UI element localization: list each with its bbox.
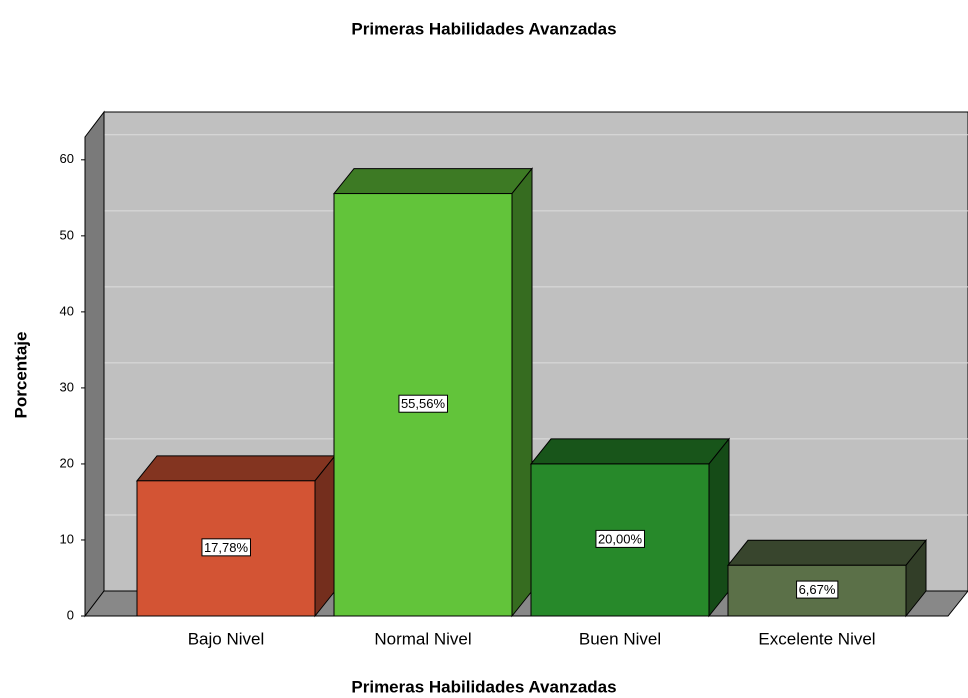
y-tick-label: 40 [60,303,74,318]
bar-top [529,438,731,465]
y-tick-label: 0 [67,607,74,622]
y-tick-label: 50 [60,227,74,242]
y-tick-label: 20 [60,455,74,470]
bar-side [314,454,336,618]
bar-top [332,168,534,195]
data-label: 20,00% [598,531,643,546]
data-label: 55,56% [401,396,446,411]
data-label-box [595,529,645,548]
bar-top [135,455,337,482]
y-axis-title: Porcentaje [11,332,30,419]
bar [727,564,907,617]
x-tick-label: Normal Nivel [374,629,471,648]
x-tick-label: Excelente Nivel [758,629,875,648]
left-wall [84,110,105,618]
chart-title: Primeras Habilidades Avanzadas [351,19,616,38]
data-label-box [796,580,839,599]
bar-side [511,167,533,618]
y-tick-label: 60 [60,151,74,166]
bar-top [726,539,928,566]
x-tick-label: Bajo Nivel [188,629,265,648]
x-axis-title: Primeras Habilidades Avanzadas [351,677,616,696]
y-tick-label: 30 [60,379,74,394]
x-tick-label: Buen Nivel [579,629,661,648]
y-tick-label: 10 [60,531,74,546]
data-label: 17,78% [204,540,249,555]
data-label: 6,67% [799,582,836,597]
bar-side [708,437,730,618]
data-label-box [201,538,251,557]
data-label-box [398,394,448,413]
bars: 17,78% 55,56% 20,00% 6,67% [135,167,928,618]
